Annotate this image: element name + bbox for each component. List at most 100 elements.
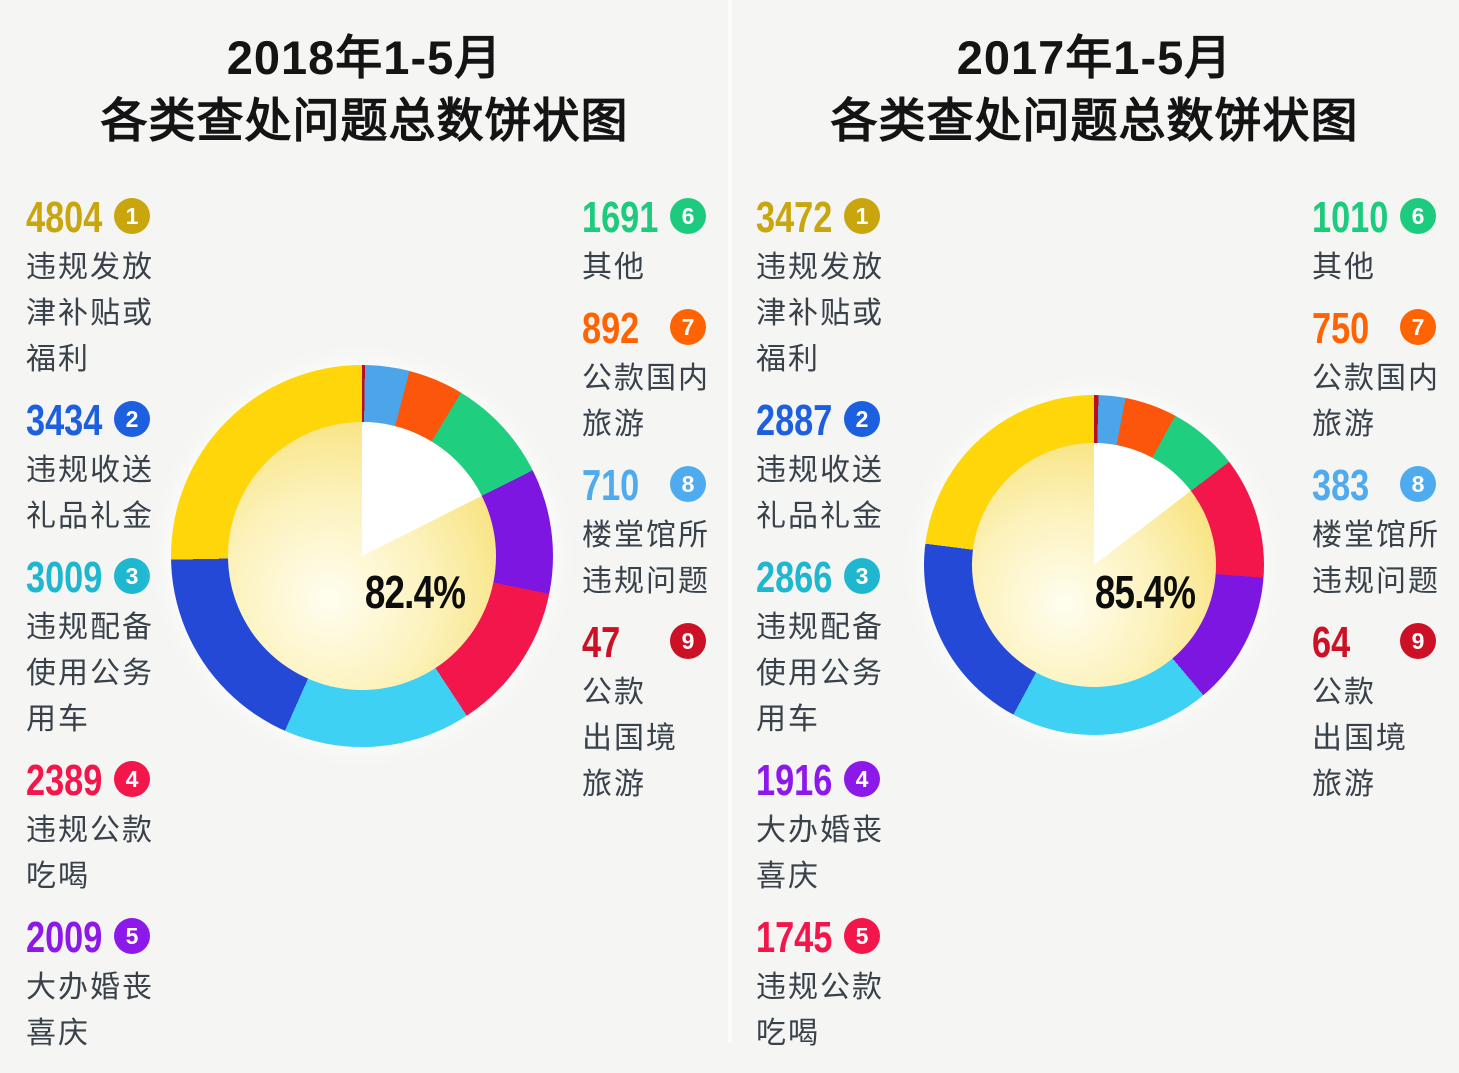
legend-value: 1745 [756, 913, 833, 962]
legend-rank-badge: 7 [1400, 309, 1436, 345]
legend-label: 违规收送 礼品礼金 [26, 448, 186, 540]
legend-number-row: 2866 3 [756, 556, 916, 605]
legend-label-line: 津补贴或 [756, 297, 884, 330]
legend-number-row: 1745 5 [756, 916, 916, 965]
legend-label-line: 旅游 [582, 768, 646, 801]
legend-value: 2389 [26, 756, 103, 805]
legend-rank-badge: 4 [844, 761, 880, 797]
legend-value: 710 [582, 461, 640, 510]
legend-column-left: 4804 1 违规发放 津补贴或 福利 3434 2 违规收送 礼品礼金 3009 3… [26, 196, 186, 1073]
legend-value: 4804 [26, 193, 103, 242]
legend-rank-badge: 9 [1400, 623, 1436, 659]
chart-title-2017: 2017年1-5月 各类查处问题总数饼状图 [730, 0, 1459, 152]
legend-label-line: 违规问题 [1312, 565, 1440, 598]
legend-item: 892 7 公款国内旅游 [582, 307, 742, 448]
legend-label-line: 公款 [582, 676, 646, 709]
legend-value: 47 [582, 618, 621, 667]
legend-item: 2389 4 违规公款 吃喝 [26, 759, 186, 900]
legend-column-right: 1010 6 其他 750 7 公款国内 旅游 383 8 楼堂馆所 违规问题 64… [1312, 196, 1459, 824]
legend-item: 3434 2 违规收送 礼品礼金 [26, 399, 186, 540]
legend-label: 违规配备 使用公务 用车 [756, 605, 916, 743]
legend-label: 楼堂馆所 违规问题 [582, 513, 742, 605]
legend-label-line: 用车 [26, 703, 90, 736]
legend-value: 3009 [26, 553, 103, 602]
legend-value: 892 [582, 304, 640, 353]
legend-value: 3434 [26, 396, 103, 445]
legend-item: 3472 1 违规发放 津补贴或 福利 [756, 196, 916, 383]
legend-label-line: 出国境 [1312, 722, 1408, 755]
legend-label-line: 违规公款 [756, 971, 884, 1004]
legend-number-row: 2887 2 [756, 399, 916, 448]
legend-value: 2887 [756, 396, 833, 445]
legend-label-line: 违规收送 [26, 454, 154, 487]
chart-title-line1: 2017年1-5月 [956, 31, 1233, 84]
legend-label-line: 违规配备 [756, 611, 884, 644]
legend-label: 公款国内 旅游 [582, 356, 742, 448]
legend-label: 公款 出国境 旅游 [1312, 670, 1459, 808]
legend-number-row: 750 7 [1312, 307, 1459, 356]
legend-label-line: 吃喝 [756, 1017, 820, 1050]
legend-label-line: 违规收送 [756, 454, 884, 487]
legend-rank-badge: 2 [844, 401, 880, 437]
legend-value: 1916 [756, 756, 833, 805]
legend-label: 违规公款 吃喝 [26, 808, 186, 900]
legend-item: 64 9 公款 出国境 旅游 [1312, 621, 1459, 808]
legend-number-row: 2009 5 [26, 916, 186, 965]
center-percentage-label: 85.4% [1094, 566, 1196, 618]
legend-number-row: 4804 1 [26, 196, 186, 245]
legend-item: 383 8 楼堂馆所 违规问题 [1312, 464, 1459, 605]
legend-item: 1916 4 大办婚丧 喜庆 [756, 759, 916, 900]
legend-value: 2009 [26, 913, 103, 962]
legend-label: 违规配备使用公务用车 [26, 605, 186, 743]
legend-rank-badge: 8 [1400, 466, 1436, 502]
legend-label-line: 礼品礼金 [26, 500, 154, 533]
legend-label-line: 违规配备 [26, 611, 154, 644]
legend-label-line: 旅游 [1312, 768, 1376, 801]
legend-item: 2866 3 违规配备 使用公务 用车 [756, 556, 916, 743]
legend-column-left: 3472 1 违规发放 津补贴或 福利 2887 2 违规收送 礼品礼金 2866 3… [756, 196, 916, 1073]
legend-number-row: 892 7 [582, 307, 742, 356]
legend-number-row: 1691 6 [582, 196, 742, 245]
legend-label-line: 违规问题 [582, 565, 710, 598]
legend-label-line: 出国境 [582, 722, 678, 755]
legend-rank-badge: 6 [1400, 198, 1436, 234]
legend-label-line: 使用公务 [26, 657, 154, 690]
pie-inner-circle [972, 443, 1216, 687]
legend-label-line: 其他 [1312, 251, 1376, 284]
legend-number-row: 710 8 [582, 464, 742, 513]
legend-item: 750 7 公款国内旅游 [1312, 307, 1459, 448]
center-percentage-label: 82.4% [364, 566, 466, 618]
legend-item: 2009 5 大办婚丧 喜庆 [26, 916, 186, 1057]
legend-value: 1691 [582, 193, 659, 242]
legend-label: 其他 [582, 245, 742, 291]
legend-label-line: 喜庆 [26, 1017, 90, 1050]
legend-label-line: 公款国内 [1312, 362, 1440, 395]
legend-label-line: 旅游 [582, 408, 646, 441]
legend-rank-badge: 6 [670, 198, 706, 234]
legend-label: 违规收送 礼品礼金 [756, 448, 916, 540]
legend-rank-badge: 3 [844, 558, 880, 594]
legend-label: 公款 出国境 旅游 [582, 670, 742, 808]
legend-number-row: 3472 1 [756, 196, 916, 245]
legend-item: 1745 5 违规公款吃喝 [756, 916, 916, 1057]
legend-label-line: 楼堂馆所 [1312, 519, 1440, 552]
legend-label-line: 公款国内 [582, 362, 710, 395]
legend-label-line: 礼品礼金 [756, 500, 884, 533]
legend-item: 3009 3 违规配备 使用公务 用车 [26, 556, 186, 743]
legend-rank-badge: 5 [114, 918, 150, 954]
legend-rank-badge: 1 [114, 198, 150, 234]
legend-number-row: 1916 4 [756, 759, 916, 808]
legend-value: 750 [1312, 304, 1370, 353]
legend-label-line: 其他 [582, 251, 646, 284]
legend-label-line: 喜庆 [756, 860, 820, 893]
legend-number-row: 1010 6 [1312, 196, 1459, 245]
legend-item: 1691 6 其他 [582, 196, 742, 291]
legend-rank-badge: 1 [844, 198, 880, 234]
chart-panel-2017: 2017年1-5月 各类查处问题总数饼状图 3472 1 违规发放 津补贴或 福利 … [730, 0, 1459, 1050]
legend-label-line: 旅游 [1312, 408, 1376, 441]
legend-label: 违规公款 吃喝 [756, 965, 916, 1057]
legend-label-line: 违规发放 [756, 251, 884, 284]
legend-rank-badge: 5 [844, 918, 880, 954]
panel-divider [728, 0, 732, 1043]
legend-label: 大办婚丧 喜庆 [756, 808, 916, 900]
